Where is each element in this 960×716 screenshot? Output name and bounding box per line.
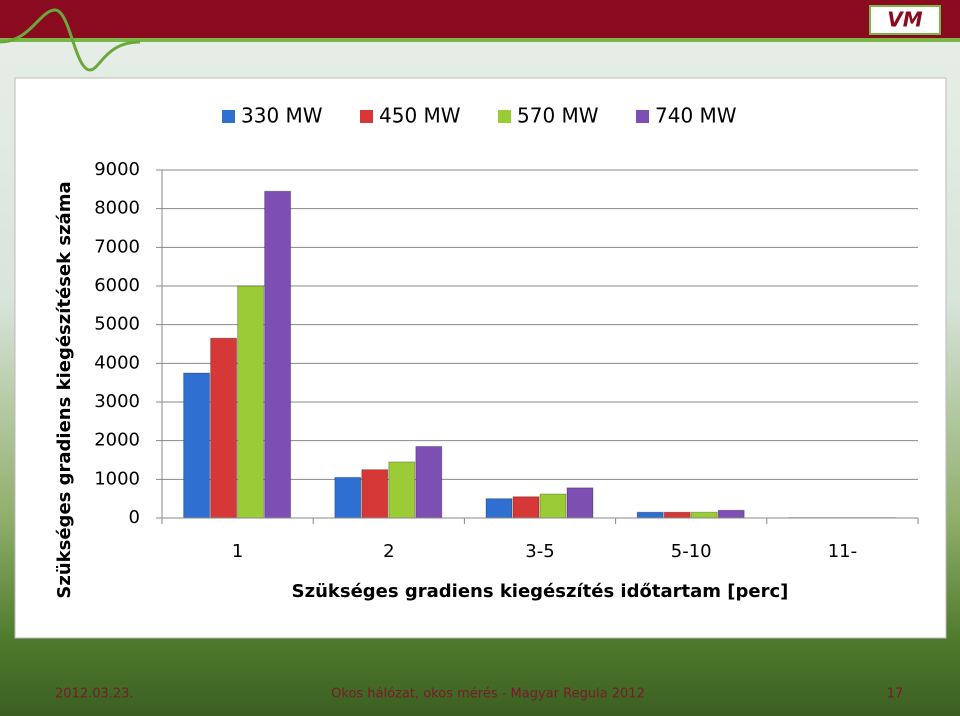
bar <box>512 496 540 519</box>
y-tick-label: 8000 <box>94 198 140 219</box>
legend-swatch <box>498 110 511 123</box>
x-tick-label: 1 <box>232 541 243 562</box>
bar <box>415 445 443 519</box>
x-tick-label: 5-10 <box>671 541 712 562</box>
footer-date: 2012.03.23. <box>55 687 134 702</box>
legend-label: 570 MW <box>517 104 599 128</box>
bar <box>566 487 594 519</box>
y-tick-label: 7000 <box>94 236 140 257</box>
bar <box>334 476 362 519</box>
legend-swatch <box>636 110 649 123</box>
y-tick-label: 3000 <box>94 391 140 412</box>
bar <box>361 469 389 519</box>
x-axis-title: Szükséges gradiens kiegészítés időtartam… <box>292 581 789 602</box>
wave <box>0 8 141 72</box>
legend-swatch <box>222 110 235 123</box>
bar <box>539 493 567 519</box>
y-tick-label: 5000 <box>94 314 140 335</box>
y-tick-label: 4000 <box>94 352 140 373</box>
bar <box>663 511 691 519</box>
y-axis-title: Szükséges gradiens kiegészítések száma <box>54 181 75 598</box>
legend-label: 450 MW <box>379 104 461 128</box>
bar <box>636 511 664 519</box>
y-tick-label: 0 <box>129 507 140 528</box>
bar <box>690 511 718 519</box>
bar <box>183 372 211 519</box>
bar <box>388 461 416 519</box>
bar <box>237 285 265 519</box>
legend-swatch <box>360 110 373 123</box>
bar <box>717 509 745 519</box>
header-bar <box>0 0 960 38</box>
bar <box>485 498 513 519</box>
bar <box>264 190 292 519</box>
footer-text: Okos hálózat, okos mérés - Magyar Regula… <box>331 687 645 702</box>
x-tick-label: 3-5 <box>525 541 554 562</box>
y-tick-label: 2000 <box>94 430 140 451</box>
legend-label: 330 MW <box>241 104 323 128</box>
footer-page: 17 <box>887 687 904 702</box>
y-tick-label: 9000 <box>94 159 140 180</box>
y-tick-label: 1000 <box>94 468 140 489</box>
bar <box>210 337 238 519</box>
x-tick-label: 2 <box>383 541 394 562</box>
y-tick-label: 6000 <box>94 275 140 296</box>
x-tick-label: 11- <box>828 541 857 562</box>
logo: VM <box>887 8 922 32</box>
logo-box <box>869 5 941 35</box>
header-line <box>0 38 960 42</box>
legend-label: 740 MW <box>655 104 737 128</box>
chart-panel <box>14 77 947 639</box>
